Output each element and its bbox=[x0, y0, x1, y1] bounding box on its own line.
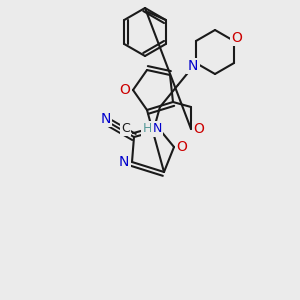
Text: C: C bbox=[121, 122, 130, 134]
Text: N: N bbox=[188, 59, 198, 73]
Text: H: H bbox=[142, 122, 152, 136]
Text: O: O bbox=[120, 83, 130, 97]
Text: N: N bbox=[119, 155, 129, 169]
Text: O: O bbox=[232, 31, 242, 45]
Text: O: O bbox=[194, 122, 204, 136]
Text: O: O bbox=[177, 140, 188, 154]
Text: N: N bbox=[152, 122, 162, 136]
Text: N: N bbox=[100, 112, 111, 126]
